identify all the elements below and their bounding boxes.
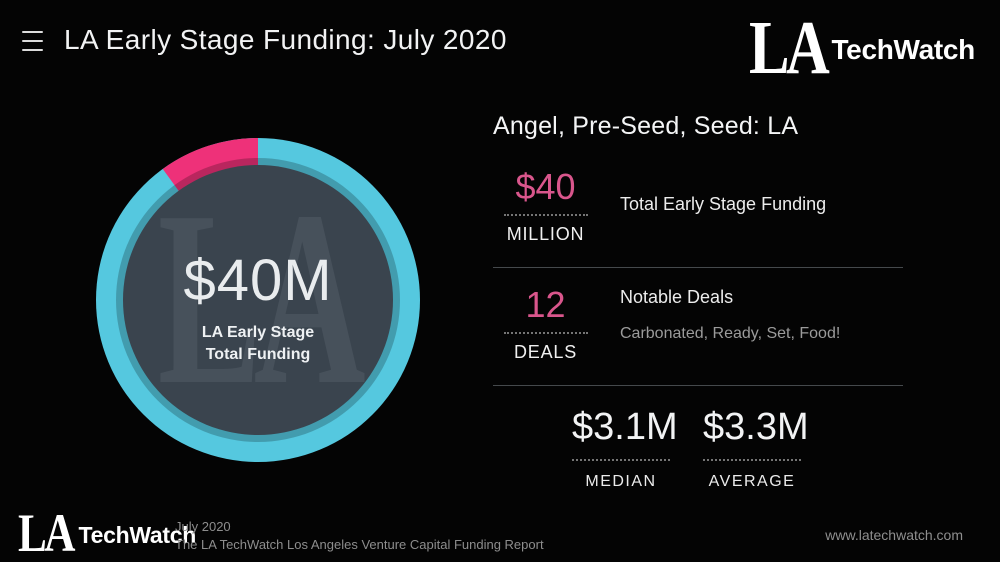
footer-report-info: July 2020 The LA TechWatch Los Angeles V…	[175, 518, 544, 553]
latechwatch-logo-footer: LA TechWatch	[18, 503, 197, 562]
median-stat: $3.1M MEDIAN	[572, 406, 678, 491]
deals-companies: Carbonated, Ready, Set, Food!	[620, 325, 841, 342]
donut-svg: LA	[96, 138, 420, 462]
funding-unit: MILLION	[506, 224, 585, 244]
latechwatch-logo: LA TechWatch	[748, 6, 975, 90]
la-watermark: LA	[158, 160, 365, 436]
dotted-separator	[572, 459, 670, 461]
median-value: $3.1M	[572, 406, 678, 448]
stats-panel: Angel, Pre-Seed, Seed: LA $40 MILLION To…	[493, 112, 905, 491]
stat-row-funding: $40 MILLION Total Early Stage Funding	[493, 169, 905, 245]
stat-row-deals: 12 DEALS Notable Deals Carbonated, Ready…	[493, 287, 905, 363]
funding-value: $40	[515, 166, 576, 207]
average-value: $3.3M	[703, 406, 809, 448]
hamburger-menu-icon[interactable]	[22, 31, 43, 51]
summary-row: $3.1M MEDIAN $3.3M AVERAGE	[493, 406, 905, 491]
dotted-separator	[503, 332, 588, 334]
funding-description: Total Early Stage Funding	[620, 193, 827, 214]
deals-value: 12	[525, 284, 566, 325]
deals-unit: DEALS	[513, 342, 578, 362]
page-title: LA Early Stage Funding: July 2020	[64, 24, 507, 55]
footer-website: www.latechwatch.com	[825, 527, 963, 543]
dotted-separator	[703, 459, 801, 461]
divider	[493, 385, 903, 386]
logo-la-monogram: LA	[18, 503, 75, 562]
deals-description: Notable Deals	[620, 287, 734, 307]
median-label: MEDIAN	[585, 473, 657, 490]
donut-hole	[123, 165, 393, 435]
divider	[493, 267, 903, 268]
logo-wordmark: TechWatch	[78, 521, 197, 548]
donut-chart: LA $40M LA Early Stage Total Funding	[96, 138, 420, 462]
logo-wordmark: TechWatch	[831, 34, 975, 66]
panel-heading: Angel, Pre-Seed, Seed: LA	[493, 112, 799, 140]
dotted-separator	[503, 214, 588, 216]
footer-date: July 2020	[175, 519, 231, 534]
average-stat: $3.3M AVERAGE	[703, 406, 809, 491]
average-label: AVERAGE	[708, 473, 796, 490]
logo-la-monogram: LA	[748, 6, 830, 90]
footer-report-title: The LA TechWatch Los Angeles Venture Cap…	[175, 536, 544, 552]
